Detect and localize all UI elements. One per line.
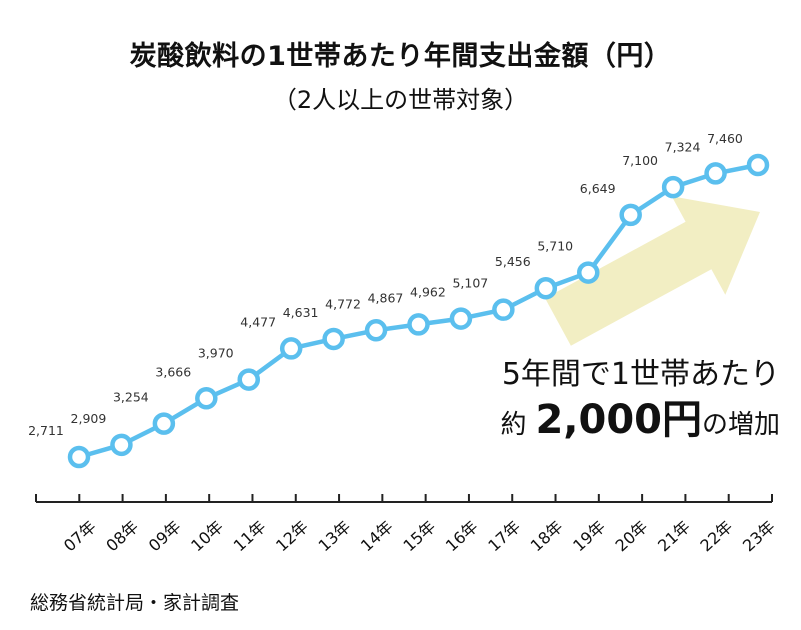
data-label: 4,631 bbox=[283, 305, 319, 320]
x-tick-label: 07年 bbox=[60, 517, 100, 555]
x-tick-label: 10年 bbox=[187, 517, 227, 555]
source-note: 総務省統計局・家計調査 bbox=[30, 592, 240, 614]
chart-title: 炭酸飲料の1世帯あたり年間支出金額（円） bbox=[129, 41, 672, 72]
data-point bbox=[746, 153, 770, 177]
data-point bbox=[279, 337, 303, 360]
data-point bbox=[152, 412, 176, 435]
x-tick-label: 20年 bbox=[612, 517, 652, 555]
data-label: 3,254 bbox=[113, 390, 149, 405]
x-tick-label: 16年 bbox=[442, 517, 482, 555]
data-label: 4,772 bbox=[325, 296, 361, 311]
increase-arrow-icon bbox=[545, 196, 760, 346]
data-label: 7,324 bbox=[665, 139, 701, 154]
data-point bbox=[237, 368, 260, 391]
data-labels: 2,711 2,909 3,254 3,666 3,970 4,477 4,631 4,772… bbox=[28, 131, 743, 438]
data-point bbox=[492, 298, 515, 321]
x-tick-labels: 07年 08年 09年 10年 11年 12年 13年 14年 15年 16年 17年 18年 19年 2… bbox=[60, 517, 779, 555]
data-point bbox=[195, 387, 218, 410]
data-label: 4,477 bbox=[240, 314, 276, 329]
data-label: 5,107 bbox=[452, 276, 488, 291]
x-tick-label: 15年 bbox=[399, 517, 439, 555]
data-point bbox=[67, 445, 91, 469]
x-axis-ticks bbox=[35, 494, 773, 502]
data-point bbox=[661, 175, 685, 199]
data-label: 2,711 bbox=[28, 423, 64, 438]
x-tick-label: 17年 bbox=[484, 517, 524, 555]
callout-annotation: 5年間で1世帯あたり 約 2,000円の増加 bbox=[470, 357, 780, 443]
callout-prefix: 約 bbox=[500, 409, 527, 440]
data-point bbox=[534, 276, 558, 300]
callout-amount: 2,000円 bbox=[535, 396, 702, 443]
data-point bbox=[577, 261, 600, 284]
data-label: 2,909 bbox=[71, 411, 107, 426]
data-label: 3,970 bbox=[198, 346, 234, 361]
data-point bbox=[364, 319, 388, 342]
x-tick-label: 08年 bbox=[102, 517, 142, 555]
callout-line2: 約 2,000円の増加 bbox=[470, 397, 780, 443]
data-point bbox=[619, 203, 642, 227]
data-points bbox=[67, 153, 770, 469]
x-tick-label: 19年 bbox=[569, 517, 609, 555]
data-label: 6,649 bbox=[580, 181, 616, 196]
chart-subtitle: （2人以上の世帯対象） bbox=[272, 86, 529, 114]
x-tick-label: 14年 bbox=[357, 517, 397, 555]
data-label: 5,710 bbox=[537, 239, 573, 254]
x-tick-label: 13年 bbox=[315, 517, 355, 555]
data-label: 7,460 bbox=[707, 131, 743, 146]
data-point bbox=[449, 307, 473, 330]
data-point bbox=[704, 162, 727, 185]
data-point bbox=[322, 327, 345, 351]
x-tick-label: 09年 bbox=[145, 517, 185, 555]
callout-line1: 5年間で1世帯あたり bbox=[501, 357, 780, 392]
x-tick-label: 21年 bbox=[654, 517, 694, 555]
x-tick-label: 11年 bbox=[230, 517, 270, 555]
x-tick-label: 22年 bbox=[696, 517, 736, 555]
data-label: 7,100 bbox=[622, 153, 658, 168]
callout-suffix: の増加 bbox=[701, 409, 780, 440]
x-tick-label: 12年 bbox=[272, 517, 312, 555]
data-point bbox=[110, 433, 133, 457]
data-point bbox=[407, 313, 430, 336]
data-label: 4,962 bbox=[410, 285, 446, 300]
data-label: 4,867 bbox=[368, 290, 404, 305]
x-tick-label: 18年 bbox=[527, 517, 567, 555]
data-label: 5,456 bbox=[495, 254, 531, 269]
x-tick-label: 23年 bbox=[739, 517, 779, 555]
data-label: 3,666 bbox=[155, 364, 191, 379]
